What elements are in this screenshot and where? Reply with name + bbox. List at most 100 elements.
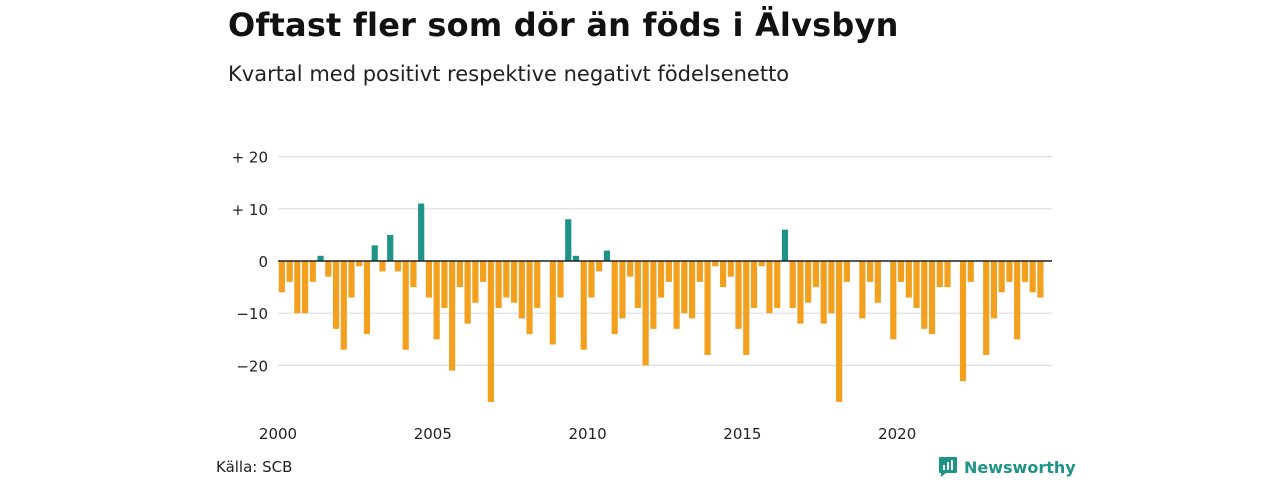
bar-negative [348, 261, 355, 298]
bar-negative [1021, 261, 1028, 282]
x-tick-label: 2015 [723, 425, 761, 443]
bar-negative [611, 261, 618, 335]
bar-negative [828, 261, 835, 314]
bar-negative [549, 261, 556, 345]
bar-negative [681, 261, 688, 314]
bar-negative [836, 261, 843, 402]
bar-negative [278, 261, 285, 293]
bar-negative [402, 261, 409, 350]
bar-positive [371, 245, 378, 261]
bar-negative [921, 261, 928, 329]
bar-negative [758, 261, 765, 267]
bar-negative [596, 261, 603, 272]
bar-negative [805, 261, 812, 303]
bar-negative [518, 261, 525, 319]
bar-negative [774, 261, 781, 308]
bar-negative [410, 261, 417, 288]
bar-negative [990, 261, 998, 319]
chart-subtitle: Kvartal med positivt respektive negativt… [228, 62, 790, 86]
bar-negative [464, 261, 471, 324]
bar-negative [696, 261, 703, 282]
bar-negative [332, 261, 340, 329]
chart-bubble-icon [939, 457, 957, 477]
bar-negative [495, 261, 502, 308]
bar-negative [928, 261, 936, 335]
bar-negative [441, 261, 448, 308]
x-tick-label: 2005 [414, 425, 452, 443]
bar-positive [565, 219, 572, 261]
bar-negative [867, 261, 874, 282]
bar-negative [998, 261, 1005, 293]
bar-negative [557, 261, 564, 298]
bar-negative [363, 261, 371, 335]
bar-negative [812, 261, 820, 288]
bar-negative [588, 261, 595, 298]
bar-negative [743, 261, 750, 355]
x-tick-label: 2010 [569, 425, 607, 443]
bar-negative [704, 261, 711, 355]
bar-negative [967, 261, 974, 282]
bar-negative [294, 261, 301, 314]
bar-positive [317, 255, 324, 261]
bar-negative [719, 261, 727, 288]
bar-negative [944, 261, 951, 288]
source-note: Källa: SCB [216, 458, 293, 476]
bar-negative [712, 261, 719, 267]
bar-negative [619, 261, 626, 319]
chart-title: Oftast fler som dör än föds i Älvsbyn [228, 6, 899, 44]
brand-logo: Newsworthy [938, 456, 1076, 478]
bar-negative [1006, 261, 1013, 282]
bar-negative [325, 261, 332, 277]
bar-negative [983, 261, 990, 355]
bar-negative [673, 261, 680, 329]
bar-positive [387, 234, 394, 261]
bar-positive [418, 203, 425, 261]
bar-negative [286, 261, 293, 282]
bar-negative [309, 261, 316, 282]
bar-negative [959, 261, 967, 382]
bar-chart: + 20 + 10 0 −10 −20 2000 2005 2010 2015 2020 [232, 149, 1052, 443]
bar-negative [1014, 261, 1021, 340]
bar-negative [735, 261, 742, 329]
y-tick-label: 0 [258, 253, 268, 271]
bar-negative [510, 261, 518, 303]
y-tick-label: + 10 [232, 201, 268, 219]
bar-negative [526, 261, 533, 335]
bar-negative [449, 261, 456, 371]
bar-negative [301, 261, 309, 314]
brand-name: Newsworthy [964, 457, 1076, 477]
bar-positive [603, 250, 611, 261]
bar-negative [658, 261, 665, 298]
bar-negative [456, 261, 463, 288]
bar-negative [766, 261, 773, 314]
bar-negative [905, 261, 912, 298]
bar-negative [634, 261, 641, 308]
bar-negative [627, 261, 634, 277]
y-tick-label: + 20 [232, 149, 268, 167]
bar-negative [843, 261, 850, 282]
bar-negative [913, 261, 920, 308]
bar-negative [1029, 261, 1036, 293]
y-tick-label: −10 [236, 305, 268, 323]
x-tick-label: 2020 [878, 425, 916, 443]
bar-negative [797, 261, 804, 324]
bar-negative [394, 261, 402, 272]
bar-negative [356, 261, 363, 267]
bar-negative [688, 261, 696, 319]
bar-negative [665, 261, 672, 282]
bar-negative [503, 261, 510, 298]
bar-negative [340, 261, 347, 350]
bar-negative [433, 261, 440, 340]
bar-negative [480, 261, 487, 282]
bar-negative [789, 261, 796, 308]
bar-negative [425, 261, 433, 298]
x-tick-label: 2000 [259, 425, 297, 443]
bar-negative [650, 261, 657, 329]
bar-negative [820, 261, 827, 324]
bar-negative [379, 261, 386, 272]
bar-negative [890, 261, 897, 340]
bar-negative [487, 261, 494, 402]
bars [278, 203, 1044, 402]
bar-negative [936, 261, 943, 288]
bar-negative [897, 261, 905, 282]
